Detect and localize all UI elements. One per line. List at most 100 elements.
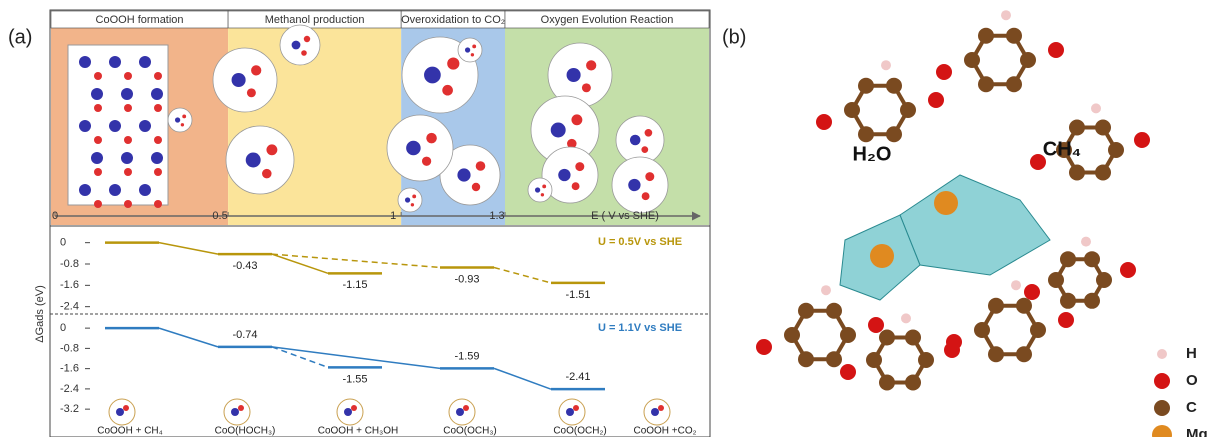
level-label: -0.43 bbox=[232, 260, 257, 272]
atom bbox=[154, 136, 162, 144]
atom bbox=[109, 184, 121, 196]
legend-label: O bbox=[1186, 372, 1198, 389]
level-label: -1.15 bbox=[342, 279, 367, 291]
atom bbox=[534, 187, 541, 193]
atom bbox=[566, 408, 574, 416]
carbon-atom bbox=[879, 329, 895, 346]
atom bbox=[540, 193, 545, 197]
connector bbox=[493, 266, 552, 284]
carbon-atom bbox=[1016, 346, 1032, 363]
carbon-atom bbox=[900, 102, 916, 118]
atom bbox=[291, 40, 301, 50]
carbon-atom bbox=[798, 351, 814, 368]
atom bbox=[139, 120, 151, 132]
atom bbox=[571, 114, 583, 126]
species-label: CoOOH + CH₃OH bbox=[318, 426, 398, 437]
atom bbox=[628, 178, 641, 192]
connector bbox=[158, 241, 219, 255]
carbon-atom bbox=[844, 102, 860, 118]
oxygen-atom bbox=[868, 317, 884, 333]
panel-label: (b) bbox=[722, 26, 746, 48]
atom bbox=[109, 56, 121, 68]
carbon-atom bbox=[978, 76, 994, 93]
legend-label: Mg bbox=[1186, 426, 1208, 437]
y-tick-label: -0.8 bbox=[60, 342, 79, 354]
atom bbox=[116, 408, 124, 416]
x-tick-label: 0.5 bbox=[212, 210, 227, 222]
y-tick-label: 0 bbox=[60, 322, 66, 334]
atom bbox=[424, 66, 441, 84]
carbon-atom bbox=[840, 327, 856, 343]
carbon-atom bbox=[1006, 27, 1022, 44]
atom bbox=[571, 182, 580, 191]
legend-swatch bbox=[1157, 349, 1167, 359]
atom bbox=[124, 104, 132, 112]
atom bbox=[471, 182, 481, 192]
oxygen-atom bbox=[756, 339, 772, 355]
y-tick-label: -0.8 bbox=[60, 258, 79, 270]
atom bbox=[245, 152, 261, 168]
x-tick-label: 1 bbox=[390, 210, 396, 222]
level-label: -1.59 bbox=[454, 350, 479, 362]
carbon-atom bbox=[1020, 52, 1036, 68]
atom bbox=[456, 408, 464, 416]
oxygen-atom bbox=[946, 334, 962, 350]
atom bbox=[558, 168, 571, 182]
atom bbox=[154, 168, 162, 176]
panel-label: (a) bbox=[8, 26, 32, 48]
carbon-atom bbox=[1048, 272, 1064, 288]
stage-header: Oxygen Evolution Reaction bbox=[541, 14, 674, 26]
carbon-atom bbox=[886, 126, 902, 143]
atom bbox=[641, 146, 649, 153]
atom bbox=[421, 156, 432, 166]
atom bbox=[251, 65, 262, 76]
atom bbox=[139, 184, 151, 196]
atom bbox=[472, 44, 477, 49]
x-tick-label: 1.3 bbox=[489, 210, 504, 222]
species-label: CoO(HOCH₃) bbox=[215, 426, 276, 437]
level-label: -0.74 bbox=[232, 329, 257, 341]
carbon-atom bbox=[1095, 164, 1111, 181]
legend-swatch bbox=[1154, 400, 1170, 416]
carbon-atom bbox=[1069, 164, 1085, 181]
atom bbox=[644, 128, 653, 137]
atom bbox=[566, 67, 581, 83]
oxygen-atom bbox=[1048, 42, 1064, 58]
carbon-atom bbox=[1084, 292, 1100, 309]
atom bbox=[344, 408, 352, 416]
carbon-atom bbox=[1056, 142, 1072, 158]
carbon-atom bbox=[798, 302, 814, 319]
atom bbox=[641, 192, 650, 201]
carbon-atom bbox=[826, 351, 842, 368]
atom bbox=[550, 122, 566, 138]
atom bbox=[464, 47, 471, 53]
carbon-atom bbox=[988, 346, 1004, 363]
carbon-atom bbox=[1108, 142, 1124, 158]
atom bbox=[442, 84, 453, 96]
atom bbox=[79, 56, 91, 68]
legend-swatch bbox=[1152, 425, 1172, 437]
oxygen-atom bbox=[816, 114, 832, 130]
atom bbox=[154, 200, 162, 208]
hydrogen-atom bbox=[821, 285, 831, 296]
carbon-atom bbox=[964, 52, 980, 68]
stage-header-cell bbox=[504, 10, 710, 29]
atom bbox=[658, 405, 664, 411]
stage-header: Overoxidation to CO₂ bbox=[401, 14, 505, 26]
carbon-atom bbox=[1096, 272, 1112, 288]
atom bbox=[629, 134, 641, 146]
atom bbox=[447, 57, 460, 70]
panel-a: CoOOH formation Methanol production Overox… bbox=[34, 10, 710, 437]
connector bbox=[271, 253, 329, 275]
atom bbox=[231, 72, 246, 88]
y-tick-label: -1.6 bbox=[60, 363, 79, 375]
atom bbox=[470, 53, 475, 57]
y-tick-label: -2.4 bbox=[60, 301, 79, 313]
carbon-atom bbox=[1060, 292, 1076, 309]
carbon-atom bbox=[858, 77, 874, 94]
atom bbox=[651, 408, 659, 416]
oxygen-atom bbox=[936, 64, 952, 80]
level-label: -0.93 bbox=[454, 273, 479, 285]
atom bbox=[406, 140, 421, 156]
